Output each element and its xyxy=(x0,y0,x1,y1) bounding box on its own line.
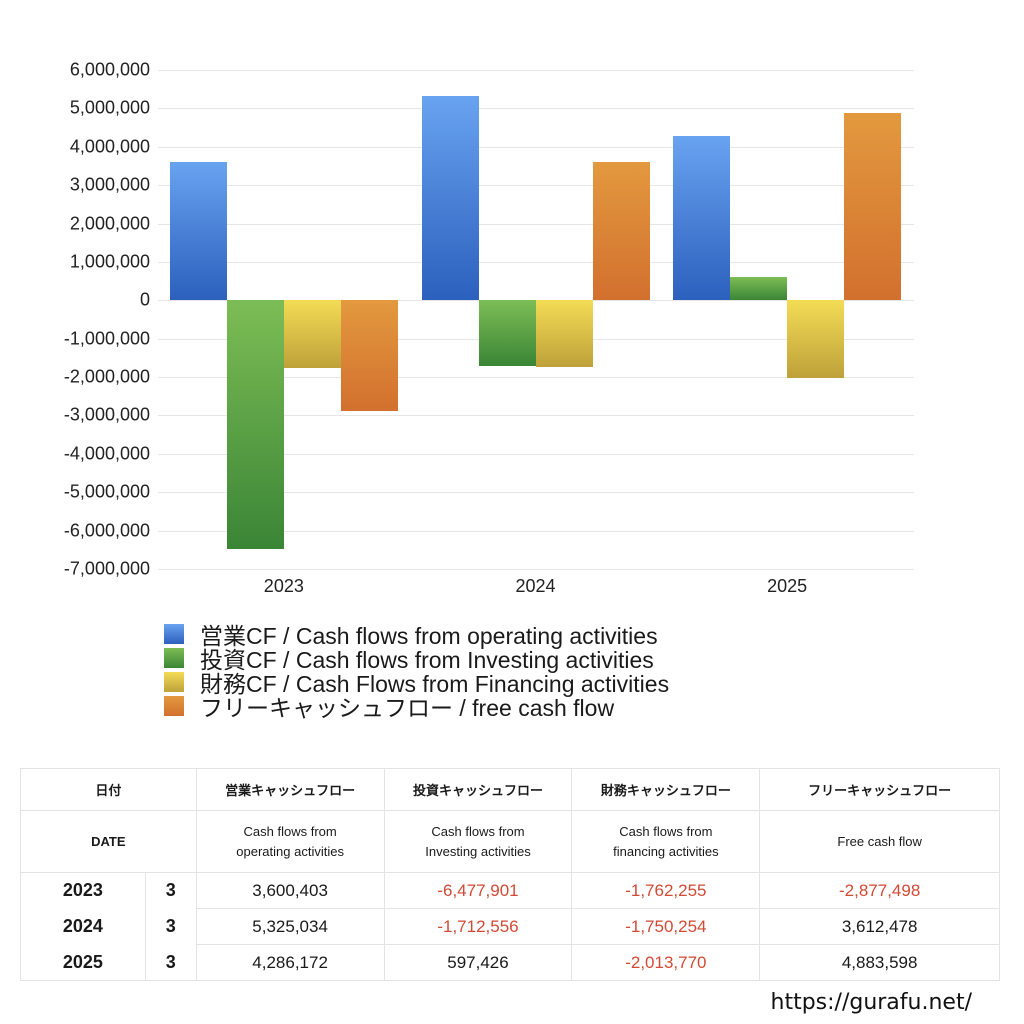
x-tick-label: 2024 xyxy=(515,576,556,596)
x-tick-label: 2023 xyxy=(263,576,304,596)
header-investing-en: Cash flows from Investing activities xyxy=(383,810,573,873)
table-header-en: DATE Cash flows from operating activitie… xyxy=(20,810,1000,873)
y-tick-label: 5,000,000 xyxy=(69,97,150,118)
bar-2023-series-0 xyxy=(169,162,227,301)
header-free-en: Free cash flow xyxy=(759,810,1000,873)
table-header-jp: 日付 営業キャッシュフロー 投資キャッシュフロー 財務キャッシュフロー フリーキ… xyxy=(20,768,1000,811)
free-cell: -2,877,498 xyxy=(759,872,1000,909)
table-row: 2023 3 3,600,403 -6,477,901 -1,762,255 -… xyxy=(20,872,1000,909)
header-operating-jp: 営業キャッシュフロー xyxy=(195,768,385,811)
site-url: https://gurafu.net/ xyxy=(770,990,973,1015)
year-cell: 2023 xyxy=(20,872,146,909)
free-cell: 4,883,598 xyxy=(759,944,1000,981)
y-tick-label: -4,000,000 xyxy=(63,443,150,464)
bar-2025-series-2 xyxy=(787,300,845,378)
table-row: 2024 3 5,325,034 -1,712,556 -1,750,254 3… xyxy=(20,908,1000,945)
gridline xyxy=(158,569,914,570)
gridline xyxy=(158,492,914,493)
table-row: 2025 3 4,286,172 597,426 -2,013,770 4,88… xyxy=(20,944,1000,981)
cash-flow-bar-chart: 6,000,000 5,000,000 4,000,000 3,000,000 2,00… xyxy=(63,59,914,596)
investing-cell: 597,426 xyxy=(383,944,573,981)
gridline xyxy=(158,415,914,416)
header-operating-en: Cash flows from operating activities xyxy=(195,810,385,873)
header-free-jp: フリーキャッシュフロー xyxy=(759,768,1000,811)
month-cell: 3 xyxy=(144,944,197,981)
bar-2023-series-2 xyxy=(283,300,341,368)
gridline xyxy=(158,262,914,263)
header-investing-jp: 投資キャッシュフロー xyxy=(383,768,573,811)
operating-cell: 4,286,172 xyxy=(195,944,385,981)
y-tick-label: -3,000,000 xyxy=(63,404,150,425)
y-tick-label: 4,000,000 xyxy=(69,136,150,157)
chart-legend: 営業CF / Cash flows from operating activit… xyxy=(164,622,669,721)
year-cell: 2025 xyxy=(20,944,146,981)
y-tick-label: -6,000,000 xyxy=(63,520,150,541)
legend-item-free-cash-flow: フリーキャッシュフロー / free cash flow xyxy=(164,694,669,721)
legend-swatch-orange-icon xyxy=(164,696,184,716)
bar-2024-series-2 xyxy=(535,300,593,368)
header-date-en: DATE xyxy=(20,810,197,873)
y-tick-label: 0 xyxy=(139,289,150,310)
y-tick-label: 3,000,000 xyxy=(69,174,150,195)
legend-item-operating: 営業CF / Cash flows from operating activit… xyxy=(164,622,669,649)
operating-cell: 3,600,403 xyxy=(195,872,385,909)
cash-flow-table: 日付 営業キャッシュフロー 投資キャッシュフロー 財務キャッシュフロー フリーキ… xyxy=(20,768,1000,981)
legend-label: 営業CF / Cash flows from operating activit… xyxy=(200,623,658,649)
bar-2025-series-0 xyxy=(673,135,731,301)
month-cell: 3 xyxy=(144,908,197,945)
legend-swatch-blue-icon xyxy=(164,624,184,644)
investing-cell: -6,477,901 xyxy=(383,872,573,909)
y-tick-label: -5,000,000 xyxy=(63,481,150,502)
operating-cell: 5,325,034 xyxy=(195,908,385,945)
gridline xyxy=(158,185,914,186)
gridline xyxy=(158,108,914,109)
gridline xyxy=(158,454,914,455)
year-cell: 2024 xyxy=(20,908,146,945)
bar-2023-series-3 xyxy=(340,300,398,411)
bar-2023-series-1 xyxy=(226,300,284,549)
legend-label: フリーキャッシュフロー / free cash flow xyxy=(200,695,615,721)
legend-label: 財務CF / Cash Flows from Financing activit… xyxy=(200,671,670,697)
gridline xyxy=(158,147,914,148)
header-financing-jp: 財務キャッシュフロー xyxy=(571,768,761,811)
investing-cell: -1,712,556 xyxy=(383,908,573,945)
header-investing-en-text: Cash flows from Investing activities xyxy=(425,823,531,859)
legend-swatch-green-icon xyxy=(164,648,184,668)
gridline xyxy=(158,377,914,378)
financing-cell: -1,762,255 xyxy=(571,872,761,909)
y-tick-label: 6,000,000 xyxy=(69,59,150,80)
legend-item-financing: 財務CF / Cash Flows from Financing activit… xyxy=(164,670,669,697)
y-tick-label: -7,000,000 xyxy=(63,558,150,579)
y-tick-label: -1,000,000 xyxy=(63,328,150,349)
bar-2024-series-1 xyxy=(478,300,536,367)
x-tick-label: 2025 xyxy=(767,576,808,596)
month-cell: 3 xyxy=(144,872,197,909)
gridline xyxy=(158,531,914,532)
bar-2025-series-1 xyxy=(730,277,788,301)
header-financing-en-text: Cash flows from financing activities xyxy=(613,823,719,859)
gridline xyxy=(158,224,914,225)
bar-2025-series-3 xyxy=(844,112,902,301)
bar-2024-series-3 xyxy=(592,161,650,301)
gridline xyxy=(158,70,914,71)
financing-cell: -2,013,770 xyxy=(571,944,761,981)
free-cell: 3,612,478 xyxy=(759,908,1000,945)
bar-2024-series-0 xyxy=(421,95,479,301)
y-tick-label: 1,000,000 xyxy=(69,251,150,272)
header-financing-en: Cash flows from financing activities xyxy=(571,810,761,873)
financing-cell: -1,750,254 xyxy=(571,908,761,945)
legend-swatch-yellow-icon xyxy=(164,672,184,692)
legend-label: 投資CF / Cash flows from Investing activit… xyxy=(200,647,654,673)
y-tick-label: -2,000,000 xyxy=(63,366,150,387)
y-tick-label: 2,000,000 xyxy=(69,213,150,234)
header-operating-en-text: Cash flows from operating activities xyxy=(236,823,344,859)
legend-item-investing: 投資CF / Cash flows from Investing activit… xyxy=(164,646,669,673)
header-date-jp: 日付 xyxy=(20,768,197,811)
